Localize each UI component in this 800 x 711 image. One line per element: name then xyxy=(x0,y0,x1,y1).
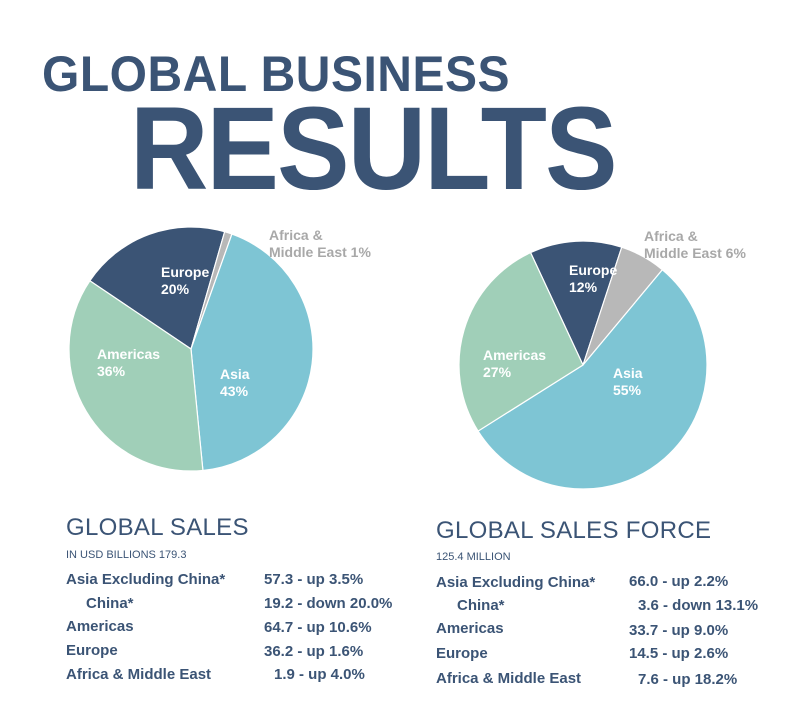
sales-row-label: Asia Excluding China* xyxy=(66,571,226,588)
sales-row-label: China* xyxy=(86,595,134,612)
force-row-label: Americas xyxy=(436,620,504,637)
pie-label-americas: Americas 36% xyxy=(97,346,160,379)
sales-row-label: Africa & Middle East xyxy=(66,666,212,683)
pie-label-asia: Asia 55% xyxy=(613,365,643,398)
sales-row-label: Europe xyxy=(66,642,118,659)
title-line-1: GLOBAL BUSINESS xyxy=(42,46,510,103)
global-sales-pie-chart: Europe 20% Africa & Middle East 1% Asia 43% Am… xyxy=(68,226,371,472)
pie-label-africa: Africa & Middle East 1% xyxy=(269,227,371,260)
global-sales-force-title: GLOBAL SALES FORCE xyxy=(436,517,712,544)
sales-row-value: 36.2 - up 1.6% xyxy=(264,643,364,660)
force-row-value: 66.0 - up 2.2% xyxy=(629,573,729,590)
force-row-label: Africa & Middle East xyxy=(436,670,582,687)
sales-row-value: 64.7 - up 10.6% xyxy=(264,619,372,636)
force-row-value: 14.5 - up 2.6% xyxy=(629,645,729,662)
pie-slice-americas xyxy=(68,279,204,472)
pie-slice-europe xyxy=(89,226,226,350)
pie-label-americas: Americas 27% xyxy=(483,347,546,380)
pie-label-europe: Europe 12% xyxy=(569,262,617,295)
global-sales-force-pie-chart: Europe 12% Africa & Middle East 6% Asia 55% Am… xyxy=(458,228,746,490)
pie-label-africa: Africa & Middle East 6% xyxy=(644,228,746,261)
global-sales-title: GLOBAL SALES xyxy=(66,514,249,541)
sales-row-label: Americas xyxy=(66,618,134,635)
sales-row-value: 1.9 - up 4.0% xyxy=(274,666,365,683)
pie-label-asia: Asia 43% xyxy=(220,366,250,399)
sales-row-value: 19.2 - down 20.0% xyxy=(264,595,393,612)
force-row-label: Asia Excluding China* xyxy=(436,574,596,591)
title-line-2: RESULTS xyxy=(130,83,618,215)
pie-slice-europe xyxy=(529,240,623,367)
pie-label-europe: Europe 20% xyxy=(161,264,209,297)
force-row-label: Europe xyxy=(436,645,488,662)
force-row-value: 3.6 - down 13.1% xyxy=(638,597,759,614)
sales-row-value: 57.3 - up 3.5% xyxy=(264,571,364,588)
force-row-label: China* xyxy=(457,597,505,614)
pie-slice-americas xyxy=(458,251,584,432)
pie-slice-asia xyxy=(477,268,708,490)
force-row-value: 7.6 - up 18.2% xyxy=(638,671,738,688)
force-row-value: 33.7 - up 9.0% xyxy=(629,622,729,639)
global-sales-force-subtitle: 125.4 MILLION xyxy=(436,551,511,563)
pie-slice-asia xyxy=(190,233,314,472)
global-sales-subtitle: IN USD BILLIONS 179.3 xyxy=(66,549,187,561)
